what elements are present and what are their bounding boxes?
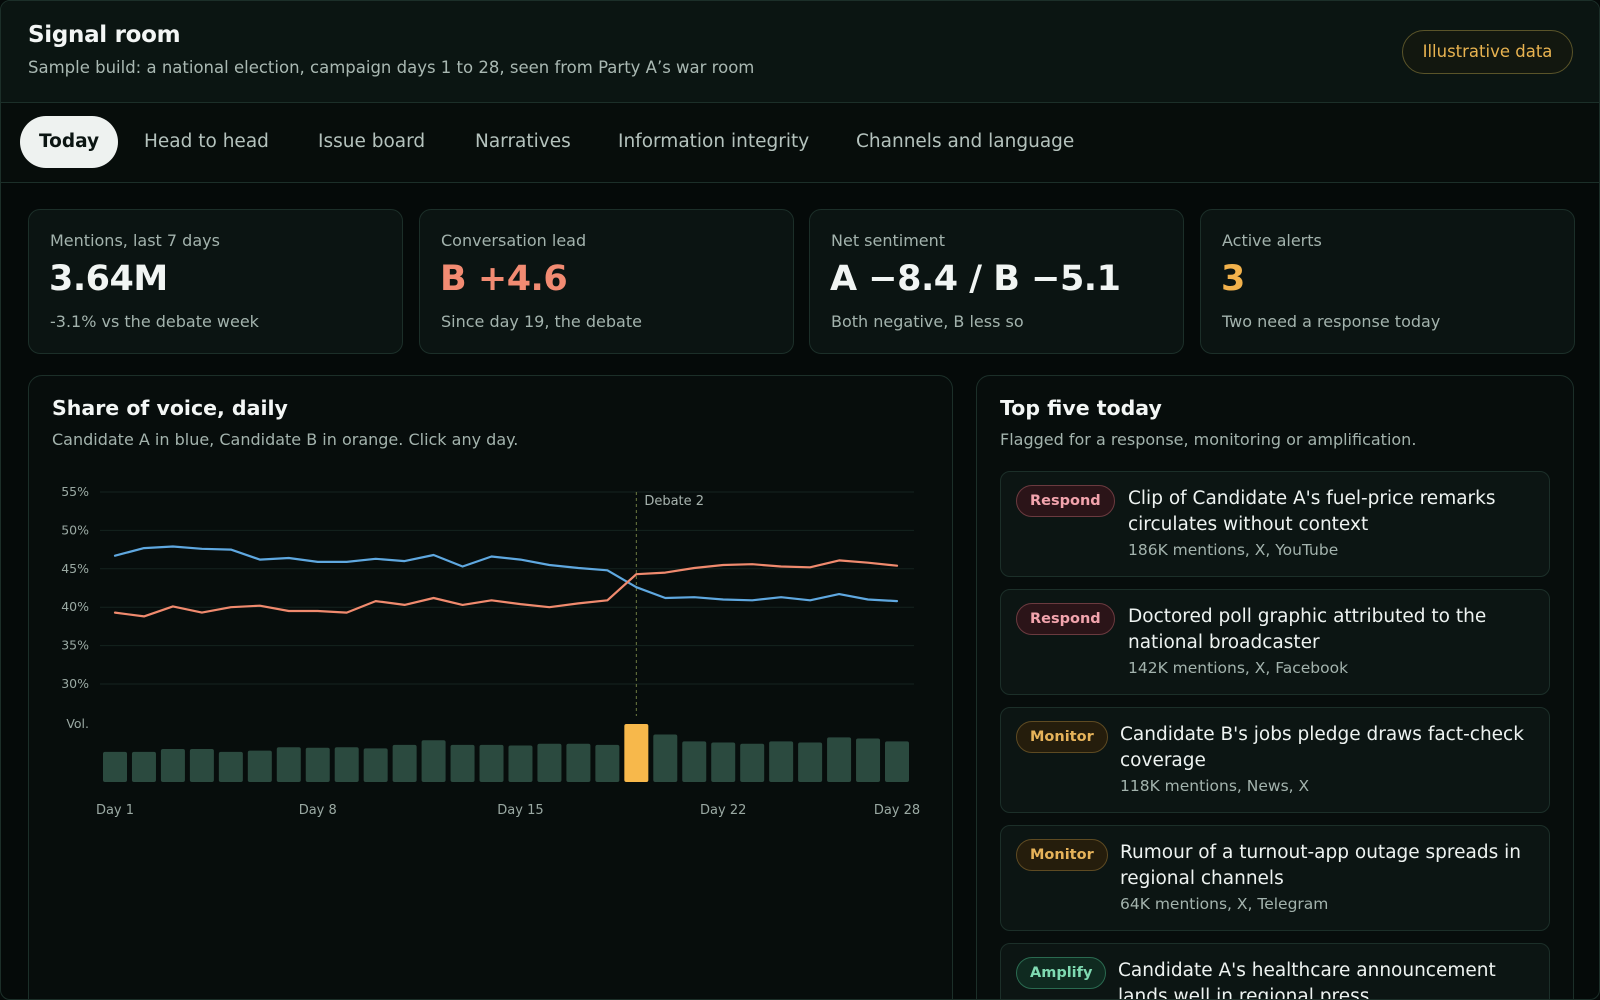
monitor-badge: Monitor: [1016, 721, 1108, 753]
volume-bar: [856, 738, 881, 782]
panel-title: Share of voice, daily: [52, 396, 288, 420]
kpi-mentions: Mentions, last 7 days 3.64M -3.1% vs the…: [28, 209, 403, 354]
x-tick-label: Day 28: [874, 803, 920, 818]
list-item[interactable]: Respond Clip of Candidate A's fuel-price…: [1000, 471, 1550, 577]
kpi-label: Active alerts: [1222, 231, 1322, 250]
monitor-badge: Monitor: [1016, 839, 1108, 871]
volume-bar: [798, 742, 823, 782]
volume-bar: [334, 747, 359, 782]
candidate-b-line: [113, 559, 899, 618]
volume-bar: [885, 741, 909, 782]
y-tick-label: 35%: [61, 638, 89, 653]
tab-issue-board[interactable]: Issue board: [318, 131, 426, 152]
volume-bar: [305, 747, 330, 782]
item-title: Rumour of a turnout-app outage spreads i…: [1120, 842, 1521, 889]
volume-bar: [711, 742, 736, 782]
list-item[interactable]: Respond Doctored poll graphic attributed…: [1000, 589, 1550, 695]
x-tick-label: Day 1: [96, 803, 134, 818]
volume-bar: [769, 741, 794, 782]
share-of-voice-panel: Share of voice, daily Candidate A in blu…: [28, 375, 954, 999]
volume-label: Vol.: [66, 716, 89, 731]
volume-bar: [131, 751, 156, 782]
volume-bar: [363, 748, 388, 782]
list-item[interactable]: Amplify Candidate A's healthcare announc…: [1000, 943, 1550, 1000]
volume-bar: [682, 741, 707, 782]
item-title: Candidate A's healthcare announcement la…: [1118, 960, 1496, 1000]
kpi-note: Since day 19, the debate: [441, 312, 642, 331]
tab-head-to-head[interactable]: Head to head: [144, 131, 269, 152]
volume-bar: [189, 748, 214, 782]
panel-subtitle: Flagged for a response, monitoring or am…: [1000, 430, 1417, 449]
kpi-conversation-lead: Conversation lead B +4.6 Since day 19, t…: [419, 209, 794, 354]
volume-bar: [595, 744, 620, 782]
panel-subtitle: Candidate A in blue, Candidate B in oran…: [52, 430, 519, 449]
app-title: Signal room: [28, 22, 181, 48]
candidate-a-line: [113, 545, 899, 603]
item-title: Doctored poll graphic attributed to the …: [1128, 606, 1487, 653]
tab-information-integrity[interactable]: Information integrity: [618, 131, 810, 152]
item-title: Candidate B's jobs pledge draws fact-che…: [1120, 724, 1524, 771]
x-tick-label: Day 22: [700, 803, 746, 818]
volume-bar: [566, 743, 591, 782]
kpi-value: B +4.6: [440, 259, 568, 299]
volume-bar: [479, 744, 504, 782]
volume-bar-highlight: [624, 724, 649, 782]
annotation-label: Debate 2: [644, 494, 704, 509]
x-tick-label: Day 15: [497, 803, 543, 818]
list-item[interactable]: Monitor Rumour of a turnout-app outage s…: [1000, 825, 1550, 931]
kpi-note: Two need a response today: [1222, 312, 1441, 331]
kpi-label: Net sentiment: [831, 231, 946, 250]
y-tick-label: 50%: [61, 522, 89, 537]
volume-bar: [218, 751, 243, 782]
volume-bar: [421, 740, 446, 782]
volume-bar: [103, 751, 127, 782]
volume-bar: [653, 734, 678, 782]
app-subtitle: Sample build: a national election, campa…: [28, 58, 755, 77]
volume-bar: [247, 750, 272, 782]
volume-bar: [827, 737, 852, 782]
list-item[interactable]: Monitor Candidate B's jobs pledge draws …: [1000, 707, 1550, 813]
volume-bar: [508, 745, 533, 782]
y-tick-label: 55%: [61, 484, 89, 499]
x-tick-label: Day 8: [299, 803, 337, 818]
item-meta: 118K mentions, News, X: [1120, 777, 1310, 795]
panel-title: Top five today: [1000, 396, 1162, 420]
tab-narratives[interactable]: Narratives: [475, 131, 571, 152]
kpi-value: 3.64M: [49, 259, 168, 299]
item-meta: 64K mentions, X, Telegram: [1120, 895, 1329, 913]
item-meta: 186K mentions, X, YouTube: [1128, 541, 1339, 559]
tab-bar: Today Head to head Issue board Narrative…: [1, 103, 1599, 183]
y-tick-label: 40%: [61, 599, 89, 614]
kpi-label: Conversation lead: [441, 231, 587, 250]
top-five-panel: Top five today Flagged for a response, m…: [976, 375, 1574, 1000]
illustrative-data-badge: Illustrative data: [1402, 30, 1573, 74]
volume-bar: [537, 743, 562, 782]
respond-badge: Respond: [1016, 485, 1115, 517]
kpi-label: Mentions, last 7 days: [50, 231, 220, 250]
y-tick-label: 30%: [61, 676, 89, 691]
volume-bar: [276, 747, 301, 782]
volume-bar: [160, 748, 185, 782]
amplify-badge: Amplify: [1016, 957, 1107, 989]
respond-badge: Respond: [1016, 603, 1115, 635]
tab-today[interactable]: Today: [20, 116, 119, 168]
y-tick-label: 45%: [61, 561, 89, 576]
kpi-value: A −8.4 / B −5.1: [830, 259, 1121, 299]
kpi-note: -3.1% vs the debate week: [50, 312, 259, 331]
kpi-value: 3: [1221, 259, 1245, 299]
volume-bar: [740, 743, 765, 782]
volume-bar: [392, 744, 417, 782]
item-meta: 142K mentions, X, Facebook: [1128, 659, 1349, 677]
item-title: Clip of Candidate A's fuel-price remarks…: [1128, 488, 1496, 535]
share-of-voice-chart[interactable]: 55% 50% 45% 40% 35% 30% Debate 2 Vol. Day 1 Day 8…: [29, 376, 954, 836]
kpi-net-sentiment: Net sentiment A −8.4 / B −5.1 Both negat…: [809, 209, 1184, 354]
kpi-active-alerts: Active alerts 3 Two need a response toda…: [1200, 209, 1575, 354]
volume-bar: [450, 744, 475, 782]
kpi-note: Both negative, B less so: [831, 312, 1024, 331]
tab-channels-and-language[interactable]: Channels and language: [856, 131, 1075, 152]
header: Signal room Sample build: a national ele…: [1, 1, 1599, 103]
